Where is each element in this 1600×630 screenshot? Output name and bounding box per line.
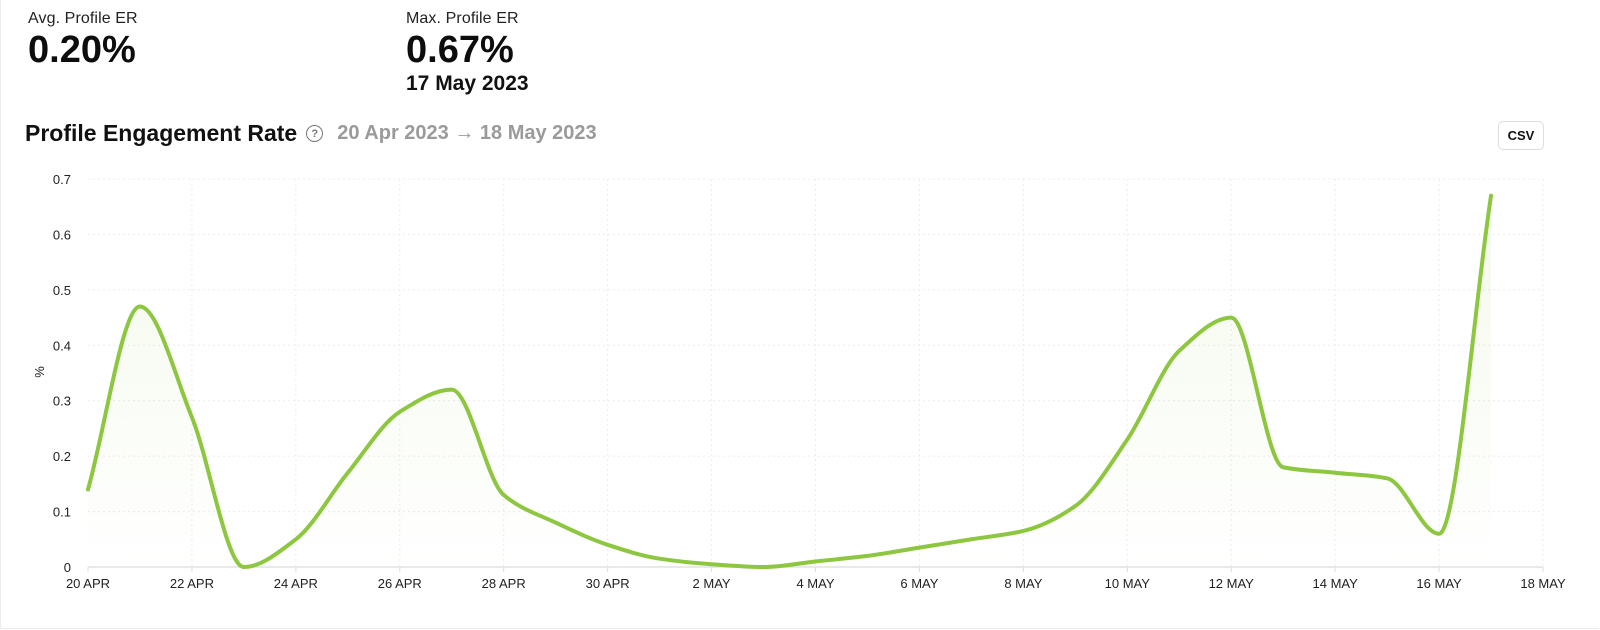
max-stat-value: 0.67%	[406, 29, 514, 71]
x-tick-label: 8 MAY	[1004, 576, 1042, 591]
y-tick-label: 0.2	[53, 449, 71, 464]
x-tick-label: 24 APR	[274, 576, 318, 591]
csv-export-button[interactable]: CSV	[1498, 121, 1544, 150]
x-tick-label: 28 APR	[482, 576, 526, 591]
y-axis-label: %	[32, 366, 47, 378]
y-tick-label: 0.6	[53, 227, 71, 242]
max-stat-date: 17 May 2023	[406, 72, 529, 95]
date-range: 20 Apr 2023 → 18 May 2023	[337, 122, 597, 144]
x-tick-label: 16 MAY	[1416, 576, 1462, 591]
x-axis: 20 APR 22 APR 24 APR 26 APR 28 APR 30 APR 2 MA…	[66, 576, 1566, 591]
avg-stat-label: Avg. Profile ER	[28, 10, 138, 27]
chart-header: Profile Engagement Rate ? 20 Apr 2023 → …	[25, 120, 597, 147]
y-tick-label: 0.5	[53, 283, 71, 298]
x-tick-label: 10 MAY	[1105, 576, 1151, 591]
question-circle-icon[interactable]: ?	[306, 125, 324, 142]
y-axis: 0 0.1 0.2 0.3 0.4 0.5 0.6 0.7	[53, 172, 71, 575]
max-stat-label: Max. Profile ER	[406, 10, 519, 27]
y-tick-label: 0	[64, 560, 71, 575]
y-tick-label: 0.1	[53, 505, 71, 520]
series-line[interactable]	[86, 193, 1494, 569]
x-tick-label: 2 MAY	[693, 576, 731, 591]
area-fill	[88, 195, 1492, 567]
x-tick-label: 6 MAY	[900, 576, 938, 591]
avg-stat-value: 0.20%	[28, 29, 136, 71]
x-tick-label: 30 APR	[586, 576, 630, 591]
x-tick-label: 18 MAY	[1520, 576, 1566, 591]
x-tick-label: 20 APR	[66, 576, 110, 591]
avg-profile-er-stat: Avg. Profile ER 0.20%	[28, 10, 138, 70]
y-tick-label: 0.7	[53, 172, 71, 187]
chart-title: Profile Engagement Rate	[25, 120, 298, 146]
y-tick-label: 0.4	[53, 338, 71, 353]
x-tick-label: 26 APR	[378, 576, 422, 591]
y-tick-label: 0.3	[53, 394, 71, 409]
x-tick-label: 22 APR	[170, 576, 214, 591]
x-tick-label: 12 MAY	[1209, 576, 1255, 591]
x-tick-label: 4 MAY	[796, 576, 834, 591]
max-profile-er-stat: Max. Profile ER 0.67% 17 May 2023	[406, 10, 529, 96]
x-tick-label: 14 MAY	[1313, 576, 1359, 591]
